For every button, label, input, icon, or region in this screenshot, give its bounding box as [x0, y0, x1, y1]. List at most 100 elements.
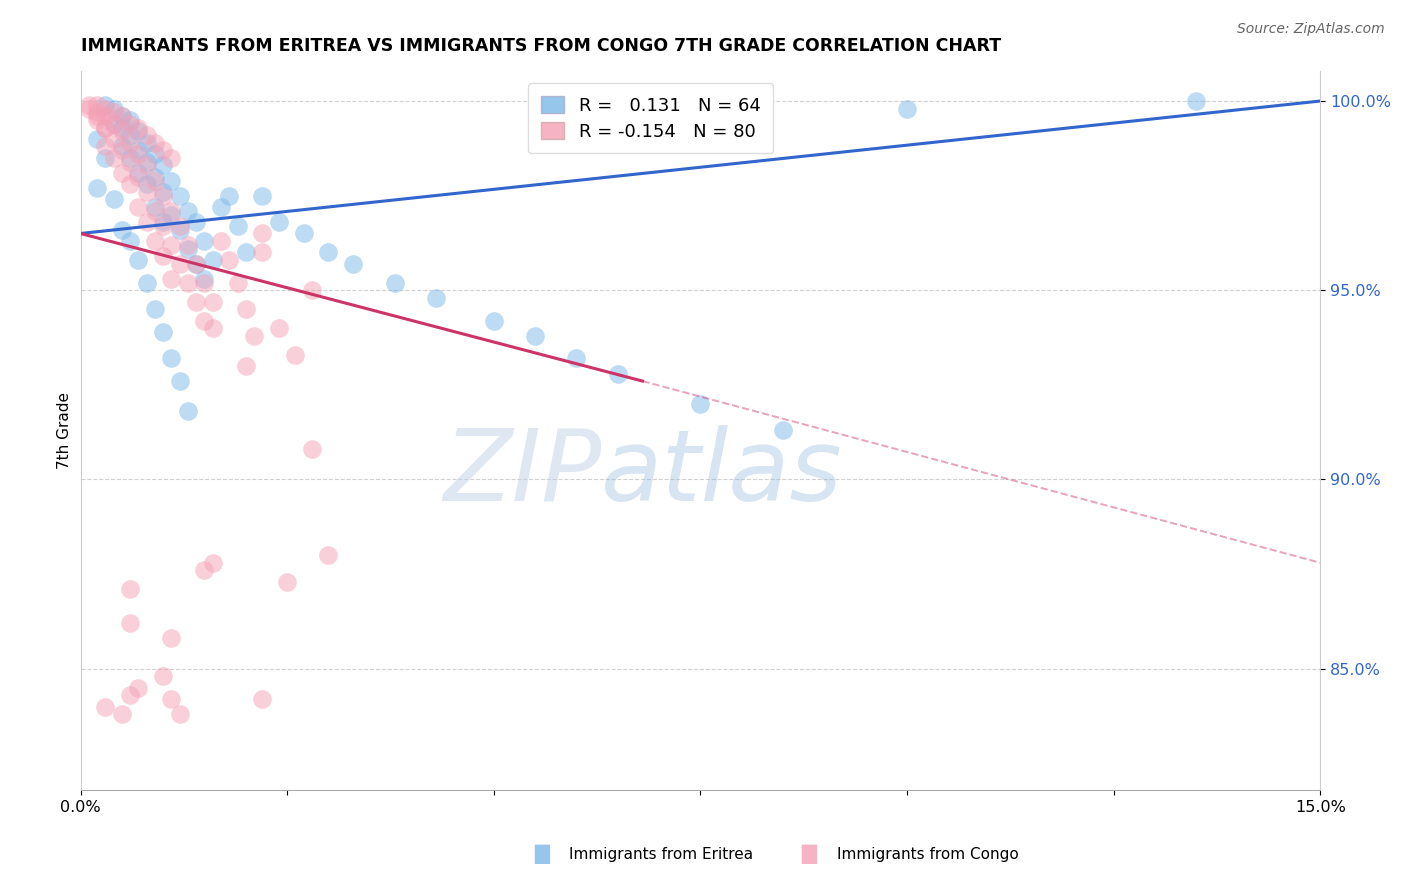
Point — [103, 193, 125, 207]
Point — [77, 102, 100, 116]
Point — [292, 227, 315, 241]
Point — [120, 582, 142, 597]
Point — [243, 328, 266, 343]
Point — [252, 227, 274, 241]
Point — [318, 245, 340, 260]
Text: Immigrants from Eritrea: Immigrants from Eritrea — [569, 847, 754, 862]
Point — [169, 707, 191, 722]
Point — [384, 276, 406, 290]
Point — [177, 404, 200, 418]
Point — [209, 234, 232, 248]
Point — [120, 178, 142, 192]
Point — [135, 158, 157, 172]
Point — [120, 616, 142, 631]
Point — [218, 188, 240, 202]
Text: █: █ — [534, 845, 548, 864]
Point — [284, 348, 307, 362]
Point — [135, 178, 157, 192]
Point — [193, 234, 215, 248]
Point — [120, 112, 142, 127]
Point — [94, 120, 117, 135]
Point — [86, 105, 108, 120]
Point — [111, 143, 134, 157]
Point — [235, 245, 257, 260]
Point — [689, 397, 711, 411]
Point — [152, 669, 174, 683]
Point — [169, 257, 191, 271]
Point — [94, 97, 117, 112]
Point — [120, 151, 142, 165]
Point — [143, 234, 166, 248]
Point — [1185, 94, 1208, 108]
Point — [235, 302, 257, 317]
Point — [94, 699, 117, 714]
Text: ZIP: ZIP — [443, 425, 602, 522]
Point — [143, 136, 166, 150]
Point — [143, 200, 166, 214]
Point — [201, 321, 224, 335]
Point — [276, 574, 298, 589]
Point — [201, 252, 224, 267]
Point — [103, 117, 125, 131]
Point — [772, 423, 794, 437]
Point — [186, 257, 208, 271]
Point — [143, 203, 166, 218]
Point — [94, 102, 117, 116]
Point — [94, 139, 117, 153]
Point — [135, 276, 157, 290]
Text: Source: ZipAtlas.com: Source: ZipAtlas.com — [1237, 22, 1385, 37]
Point — [169, 223, 191, 237]
Point — [896, 102, 918, 116]
Point — [160, 351, 183, 366]
Point — [169, 374, 191, 388]
Point — [169, 188, 191, 202]
Point — [135, 128, 157, 142]
Point — [111, 139, 134, 153]
Point — [94, 151, 117, 165]
Point — [606, 367, 628, 381]
Point — [193, 272, 215, 286]
Point — [77, 97, 100, 112]
Point — [120, 117, 142, 131]
Point — [135, 154, 157, 169]
Point — [120, 136, 142, 150]
Point — [226, 219, 249, 233]
Point — [152, 219, 174, 233]
Point — [111, 109, 134, 123]
Point — [120, 688, 142, 702]
Point — [301, 442, 323, 457]
Point — [177, 203, 200, 218]
Point — [127, 169, 149, 184]
Point — [152, 185, 174, 199]
Point — [252, 692, 274, 706]
Point — [127, 147, 149, 161]
Point — [160, 208, 183, 222]
Point — [127, 143, 149, 157]
Point — [160, 272, 183, 286]
Point — [152, 143, 174, 157]
Point — [160, 173, 183, 187]
Point — [201, 556, 224, 570]
Point — [86, 112, 108, 127]
Point — [565, 351, 588, 366]
Text: █: █ — [801, 845, 815, 864]
Text: atlas: atlas — [602, 425, 842, 522]
Y-axis label: 7th Grade: 7th Grade — [58, 392, 72, 469]
Point — [267, 215, 290, 229]
Point — [127, 124, 149, 138]
Point — [111, 124, 134, 138]
Point — [482, 313, 505, 327]
Point — [111, 109, 134, 123]
Point — [103, 102, 125, 116]
Point — [143, 147, 166, 161]
Point — [86, 132, 108, 146]
Point — [152, 188, 174, 202]
Point — [103, 105, 125, 120]
Point — [301, 283, 323, 297]
Point — [111, 166, 134, 180]
Point — [135, 215, 157, 229]
Point — [267, 321, 290, 335]
Point — [127, 200, 149, 214]
Point — [103, 151, 125, 165]
Legend: R =   0.131   N = 64, R = -0.154   N = 80: R = 0.131 N = 64, R = -0.154 N = 80 — [529, 83, 773, 153]
